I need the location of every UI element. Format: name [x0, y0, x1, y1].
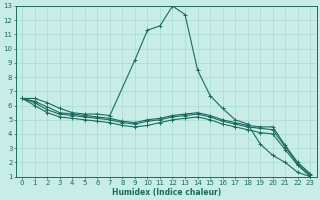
X-axis label: Humidex (Indice chaleur): Humidex (Indice chaleur) — [112, 188, 221, 197]
